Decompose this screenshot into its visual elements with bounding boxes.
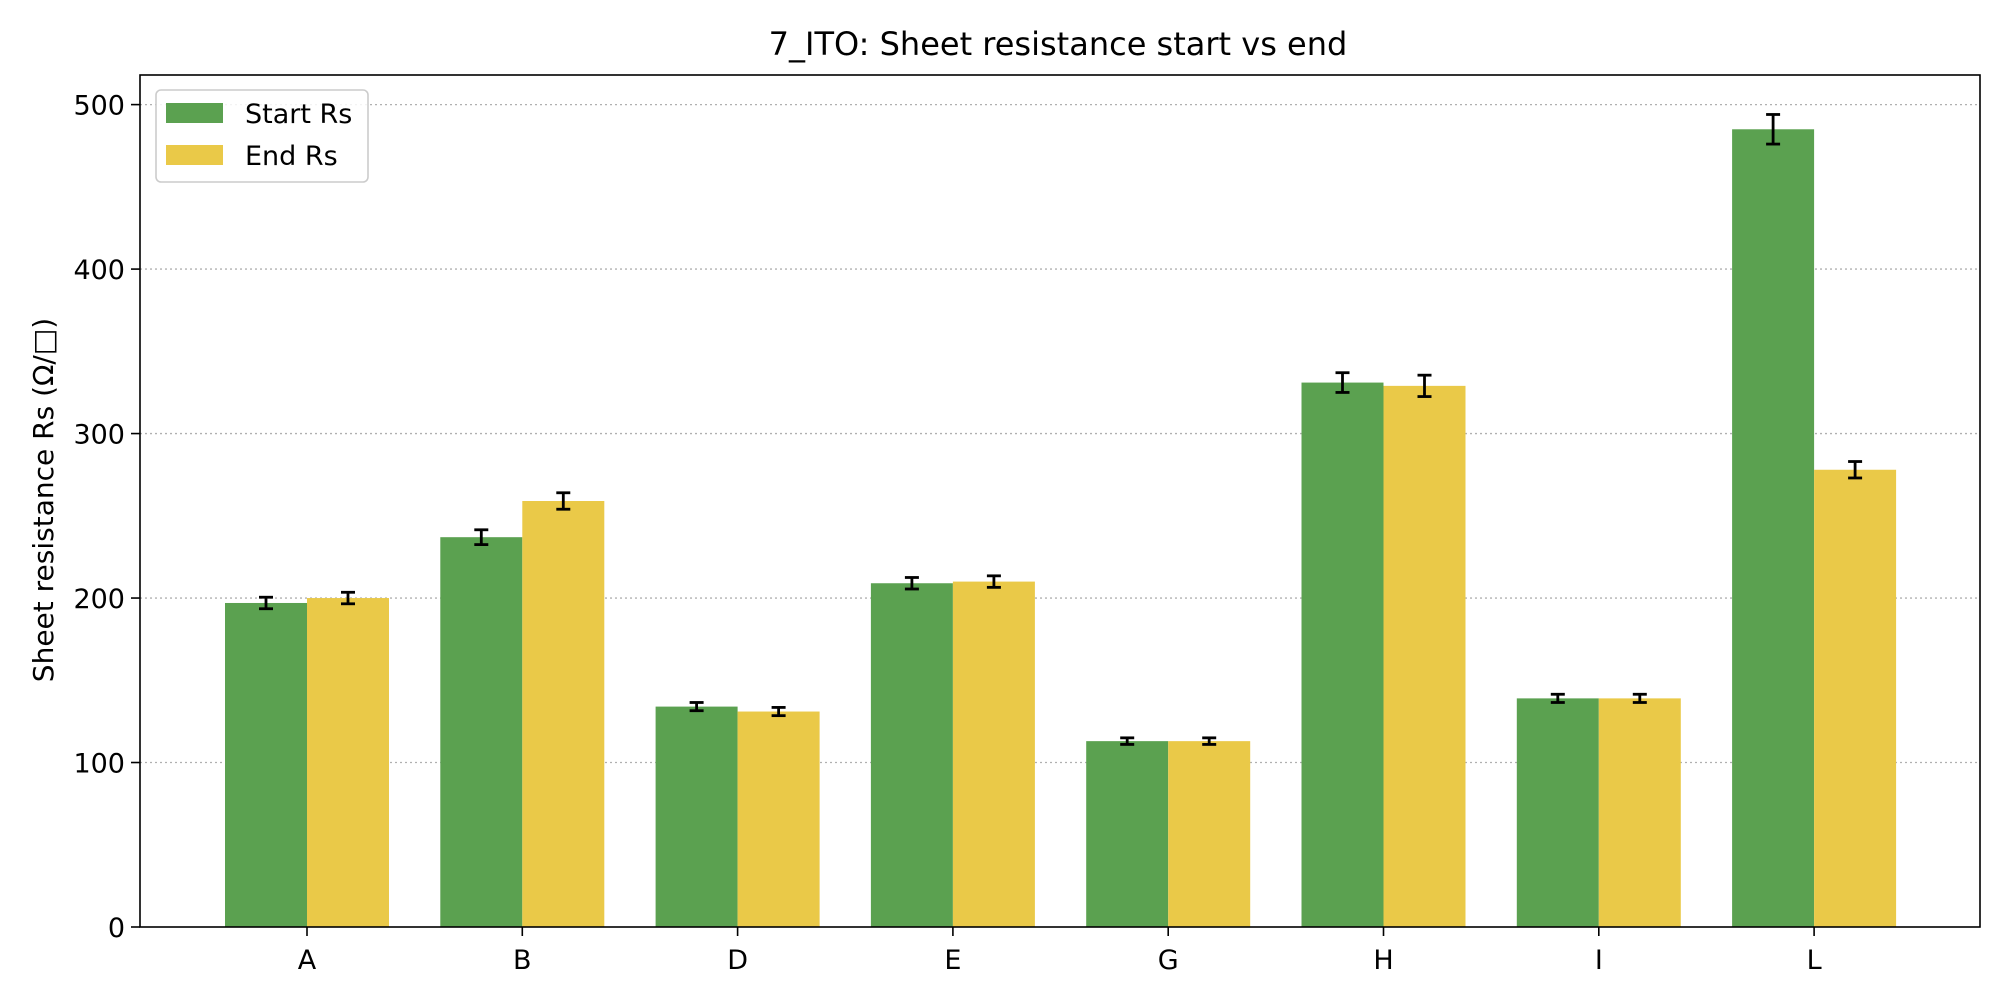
bar-start-rs bbox=[1732, 129, 1815, 928]
bar-end-rs bbox=[307, 598, 389, 927]
x-tick-label: L bbox=[1807, 945, 1822, 976]
y-tick-label: 400 bbox=[73, 255, 125, 286]
grid-lines bbox=[140, 103, 1980, 764]
y-axis: 0 100 200 300 400 500 bbox=[73, 91, 140, 944]
y-tick-label: 200 bbox=[73, 584, 125, 615]
y-tick-label: 100 bbox=[73, 749, 125, 780]
bar-start-rs bbox=[225, 602, 307, 927]
legend: Start Rs End Rs bbox=[155, 89, 369, 183]
x-tick-label: D bbox=[727, 945, 748, 976]
bar-end-rs bbox=[1168, 741, 1251, 927]
legend-label: Start Rs bbox=[245, 99, 352, 130]
chart-title: 7_ITO: Sheet resistance start vs end bbox=[769, 25, 1348, 63]
bar-start-rs bbox=[655, 706, 738, 927]
y-axis-label: Sheet resistance Rs (Ω/□) bbox=[27, 318, 60, 682]
bar-end-rs bbox=[737, 711, 820, 927]
x-tick-label: E bbox=[944, 945, 961, 976]
x-tick-label: G bbox=[1158, 945, 1179, 976]
y-tick-label: 300 bbox=[73, 420, 125, 451]
plot-frame bbox=[139, 74, 1981, 928]
bar-end-rs bbox=[952, 581, 1035, 927]
bar-end-rs bbox=[522, 501, 605, 927]
legend-label: End Rs bbox=[245, 141, 338, 172]
bar-start-rs bbox=[440, 537, 523, 927]
bar-start-rs bbox=[870, 583, 953, 927]
y-tick-label: 0 bbox=[108, 913, 125, 944]
legend-swatch bbox=[166, 103, 223, 123]
bar-end-rs bbox=[1814, 469, 1897, 927]
legend-swatch bbox=[166, 145, 223, 165]
bars bbox=[225, 129, 1897, 928]
error-bars bbox=[259, 113, 1863, 746]
bar-start-rs bbox=[1516, 698, 1599, 927]
x-tick-label: A bbox=[298, 945, 317, 976]
bar-start-rs bbox=[1301, 382, 1384, 927]
bar-end-rs bbox=[1598, 698, 1681, 927]
bar-start-rs bbox=[1086, 741, 1169, 927]
x-tick-label: B bbox=[513, 945, 532, 976]
bar-end-rs bbox=[1383, 385, 1466, 927]
x-tick-label: H bbox=[1373, 945, 1393, 976]
x-tick-label: I bbox=[1595, 945, 1603, 976]
y-tick-label: 500 bbox=[73, 91, 125, 122]
